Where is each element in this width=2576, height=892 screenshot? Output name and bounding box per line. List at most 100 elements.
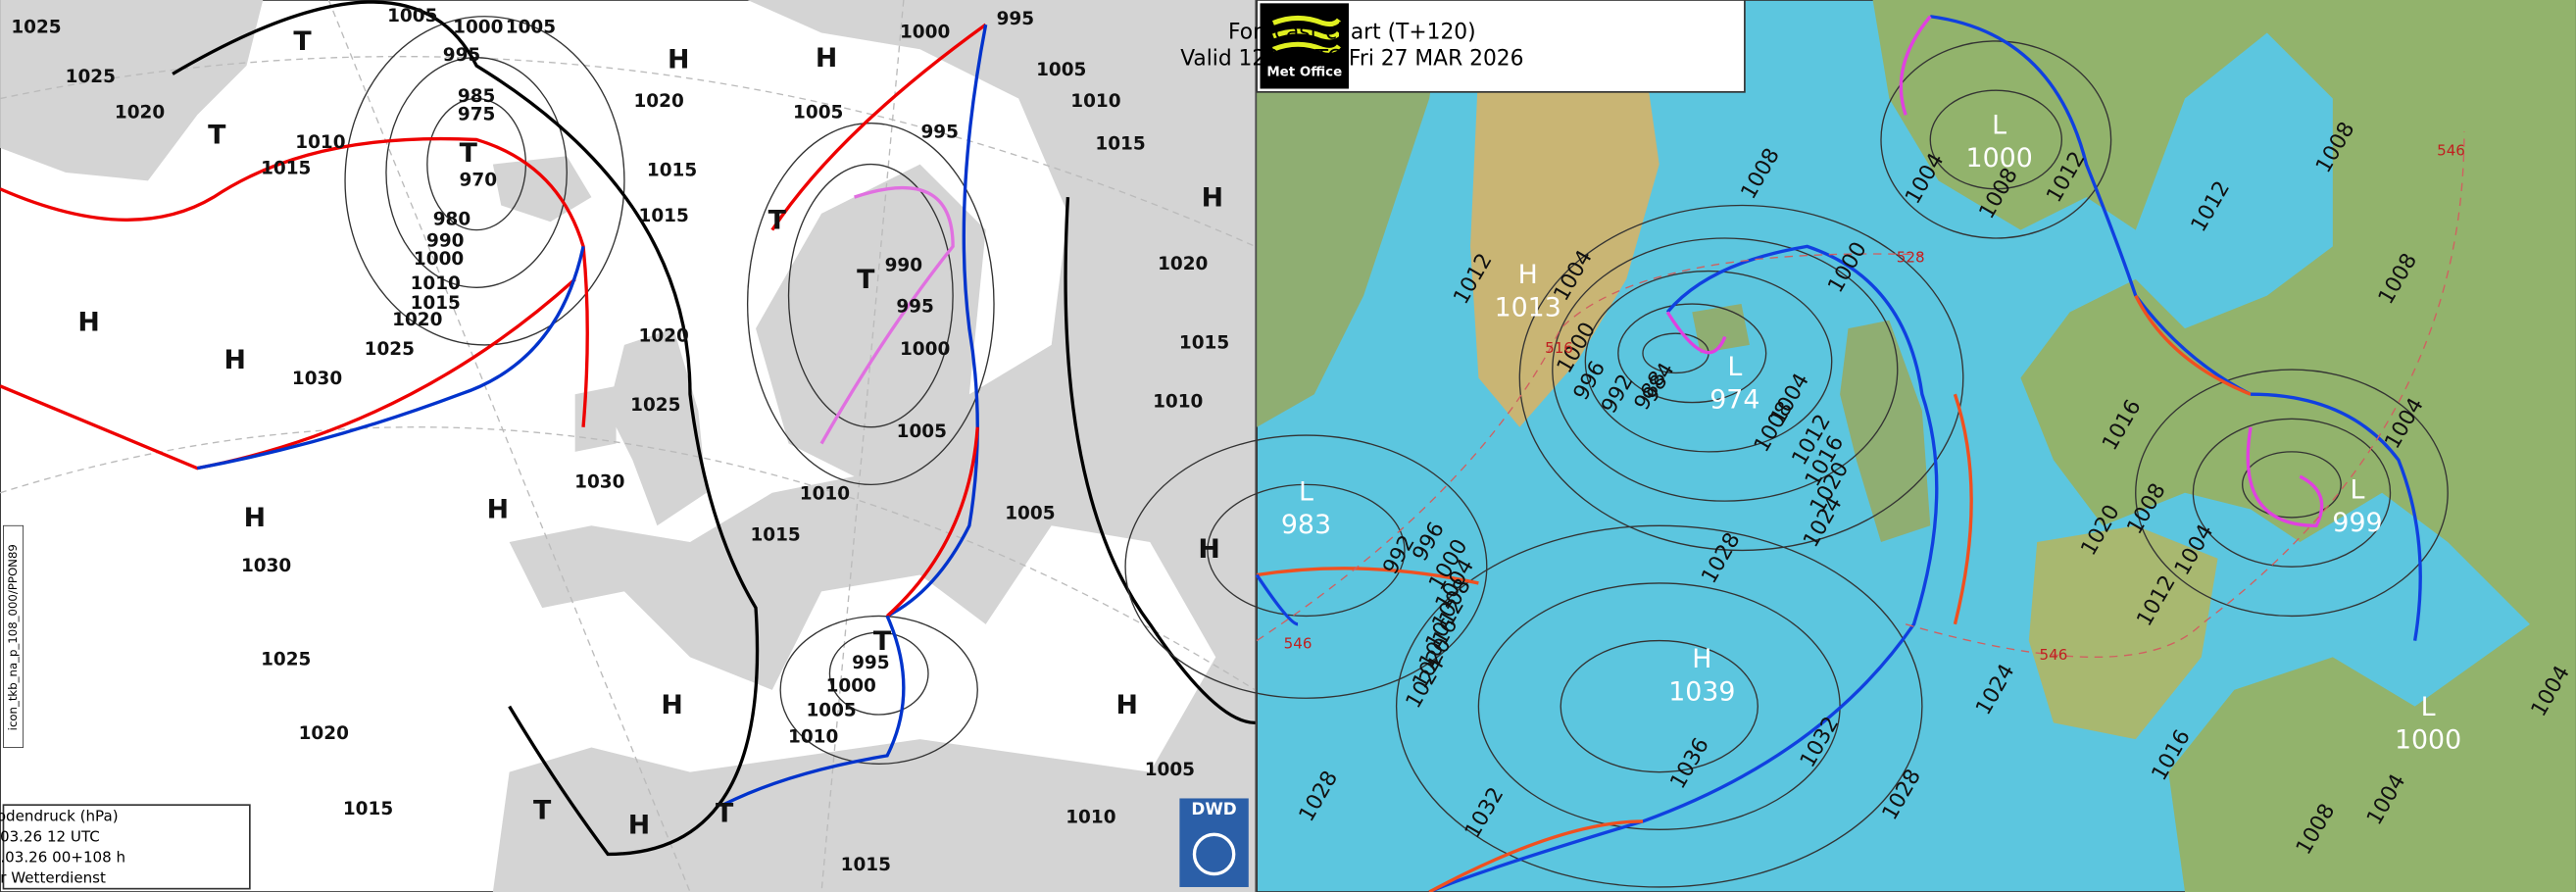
isobar-label: 1015 [261, 159, 311, 179]
isobar-label: 1005 [1005, 504, 1055, 524]
isobar-label: 1015 [647, 160, 697, 180]
center-letter: H [1518, 260, 1538, 290]
isobar-label: 995 [997, 9, 1034, 29]
info-line: © Deutscher Wetterdienst [0, 868, 106, 886]
center-value: 1039 [1668, 677, 1735, 708]
thickness-label: 546 [2437, 142, 2465, 160]
pressure-center: T [768, 206, 787, 236]
isobar-label: 1020 [1158, 254, 1208, 274]
isobar-label: 1005 [806, 701, 856, 721]
pressure-center: H [1116, 690, 1138, 720]
isobar-label: 1020 [392, 310, 442, 330]
met-office-logo: Met Office [1266, 66, 1342, 80]
pressure-center: T [533, 795, 552, 825]
isobar-label: 970 [460, 170, 497, 190]
isobar-label: 1010 [1065, 808, 1115, 828]
pressure-center: H [628, 810, 650, 840]
pressure-center: H [816, 43, 837, 74]
isobar-label: 995 [443, 45, 480, 66]
isobar-label: 1010 [411, 273, 461, 294]
isobar-label: 1015 [639, 206, 689, 226]
center-letter: L [1992, 111, 2006, 141]
isobar-label: 1005 [897, 421, 947, 442]
isobar-label: 1000 [900, 339, 950, 360]
isobar-label: 990 [885, 255, 922, 275]
isobar-label: 975 [458, 104, 495, 124]
pressure-center: H [1198, 534, 1219, 565]
isobar-label: 1025 [261, 650, 311, 670]
isobar-label: 995 [920, 123, 958, 143]
pressure-center: T [716, 799, 734, 829]
run-id: icon_tkb_na_p_108_000/PPON89 [6, 544, 20, 730]
thickness-label: 516 [1545, 339, 1573, 357]
pressure-center: H [224, 345, 246, 375]
isobar-label: 1000 [826, 676, 876, 697]
isobar-label: 1025 [365, 339, 415, 360]
pressure-center: H [668, 45, 689, 75]
isobar-label: 1015 [1095, 133, 1145, 154]
isobar-label: 1015 [750, 524, 800, 545]
isobar-label: 1010 [788, 726, 838, 747]
center-value: 983 [1281, 510, 1331, 540]
isobar-label: 1020 [639, 326, 689, 347]
chart-title: Forecast chart (T+120) [1228, 21, 1476, 45]
pressure-center: T [857, 265, 875, 295]
isobar-label: 1025 [11, 17, 61, 37]
isobar-label: 1030 [241, 556, 291, 576]
pressure-center: T [873, 626, 892, 657]
isobar-label: 1015 [841, 855, 891, 875]
isobar-label: 995 [852, 653, 889, 673]
isobar-label: 980 [433, 210, 471, 230]
isobar-label: 1005 [506, 17, 556, 37]
isobar-label: 1000 [900, 23, 950, 43]
isobar-label: 1000 [414, 249, 464, 270]
thickness-label: 546 [1284, 634, 1313, 652]
isobar-label: 1020 [115, 103, 165, 124]
isobar-label: 1010 [800, 483, 850, 504]
pressure-center: T [293, 26, 312, 57]
isobar-label: 1005 [387, 6, 437, 26]
pressure-center: H [661, 690, 682, 720]
dwd-logo: DWD [1191, 799, 1236, 818]
isobar-label: 1020 [299, 723, 349, 744]
info-line: Vorhersage Bodendruck (hPa) [0, 807, 119, 824]
center-letter: L [2421, 692, 2436, 722]
isobar-label: 1025 [66, 67, 116, 87]
isobar-label: 1010 [1153, 392, 1203, 413]
isobar-label: 1005 [1036, 60, 1086, 80]
center-letter: L [1299, 476, 1313, 507]
isobar-label: 1030 [292, 369, 342, 389]
center-value: 1000 [1966, 143, 2033, 173]
isobar-label: 1015 [1179, 332, 1229, 353]
center-letter: L [1727, 352, 1742, 382]
isobar-label: 990 [426, 230, 464, 251]
chart-valid: Valid 1200 UTC Fri 27 MAR 2026 [1180, 46, 1523, 71]
left-map [0, 0, 1257, 892]
isobar-label: 1015 [411, 293, 461, 314]
pressure-center: H [1202, 182, 1223, 213]
isobar-label: 1005 [793, 103, 843, 124]
info-line: für: Do. 26.03.26 12 UTC [0, 827, 100, 845]
thickness-label: 546 [2040, 646, 2068, 664]
pressure-center: H [244, 503, 266, 533]
center-letter: H [1692, 644, 1711, 674]
isobar-label: 985 [458, 86, 495, 107]
pressure-center: H [77, 308, 99, 338]
pressure-center: H [487, 495, 509, 525]
center-value: 1000 [2395, 724, 2461, 755]
isobar-label: 1030 [574, 472, 624, 493]
isobar-label: 995 [896, 296, 933, 317]
right-map [1124, 0, 2576, 892]
isobar-label: 1010 [1070, 91, 1120, 112]
isobar-label: 1025 [630, 395, 680, 416]
isobar-label: 1020 [633, 91, 683, 112]
isobar-label: 1005 [1145, 760, 1195, 780]
pressure-center: T [460, 138, 478, 169]
pressure-center: T [208, 121, 226, 151]
thickness-label: 528 [1897, 249, 1925, 267]
isobar-label: 1010 [295, 132, 345, 153]
center-value: 974 [1709, 384, 1759, 415]
center-value: 999 [2332, 508, 2382, 538]
